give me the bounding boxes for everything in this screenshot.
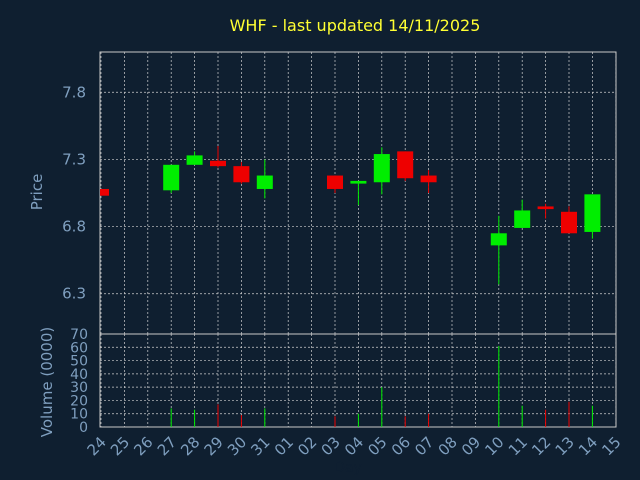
x-tick-label: 02 [294, 433, 320, 459]
candle [100, 188, 109, 196]
candle [490, 215, 507, 285]
x-tick-label: 28 [177, 433, 203, 459]
candle-body [397, 151, 414, 179]
x-tick-label: 15 [598, 433, 624, 459]
volume-tick-label: 30 [70, 380, 88, 396]
candle [373, 147, 390, 195]
price-tick-label: 7.8 [62, 83, 86, 101]
candle [233, 162, 250, 184]
candle-body [490, 233, 507, 246]
volume-tick-label: 40 [70, 367, 88, 383]
x-tick-label: 08 [435, 433, 461, 459]
candle-body [233, 166, 250, 183]
volume-tick-label: 10 [70, 407, 88, 423]
candle-body [420, 175, 437, 183]
x-tick-label: 25 [107, 433, 133, 459]
price-tick-label: 6.8 [62, 218, 86, 236]
candle-body [350, 180, 367, 184]
volume-tick-label: 70 [70, 327, 88, 343]
candle [561, 206, 577, 234]
candle [327, 175, 343, 193]
x-tick-label: 12 [528, 433, 554, 459]
candle-body [210, 160, 226, 167]
chart-title: WHF - last updated 14/11/2025 [230, 16, 481, 35]
candle-body [514, 210, 531, 228]
x-tick-label: 06 [388, 433, 414, 459]
x-tick-label: 26 [130, 433, 156, 459]
candle-body [186, 155, 203, 165]
candle [163, 164, 180, 193]
volume-tick-label: 0 [79, 420, 88, 436]
x-tick-label: 29 [201, 433, 227, 459]
candle-body [537, 206, 554, 210]
price-tick-label: 6.3 [62, 285, 86, 303]
x-tick-label: 03 [318, 433, 344, 459]
candle [397, 151, 414, 181]
x-tick-label: 13 [552, 433, 578, 459]
candle-body [163, 164, 180, 191]
candle [537, 203, 554, 219]
x-tick-label: 14 [575, 433, 601, 459]
volume-tick-label: 20 [70, 393, 88, 409]
x-tick-label: 11 [505, 433, 531, 459]
candle [210, 146, 226, 168]
price-axis-label: Price [28, 174, 46, 211]
x-tick-label: 31 [247, 433, 273, 459]
volume-panel-frame [99, 333, 617, 428]
volume-tick-label: 50 [70, 354, 88, 370]
candle-body [256, 175, 273, 189]
x-tick-label: 09 [458, 433, 484, 459]
x-tick-label: 27 [154, 433, 180, 459]
x-tick-label: 30 [224, 433, 250, 459]
candle [350, 180, 367, 206]
candle [420, 170, 437, 193]
candle-body [584, 194, 601, 232]
candle-body [373, 154, 390, 183]
price-tick-label: 7.3 [62, 150, 86, 168]
candle [186, 151, 203, 165]
volume-tick-label: 60 [70, 340, 88, 356]
x-tick-label: 01 [271, 433, 297, 459]
candle [584, 194, 601, 239]
candle-body [100, 188, 109, 196]
candle [514, 199, 531, 228]
x-tick-label: 07 [411, 433, 437, 459]
x-tick-label: 05 [364, 433, 390, 459]
candle-body [327, 175, 343, 189]
x-tick-label: 24 [84, 433, 110, 459]
volume-axis-label: Volume (0000) [38, 327, 56, 437]
candle [256, 159, 273, 199]
candle-body [561, 211, 577, 234]
x-tick-label: 10 [481, 433, 507, 459]
x-tick-label: 04 [341, 433, 367, 459]
grid-lines [100, 52, 617, 428]
x-axis-label: Day [334, 460, 362, 476]
